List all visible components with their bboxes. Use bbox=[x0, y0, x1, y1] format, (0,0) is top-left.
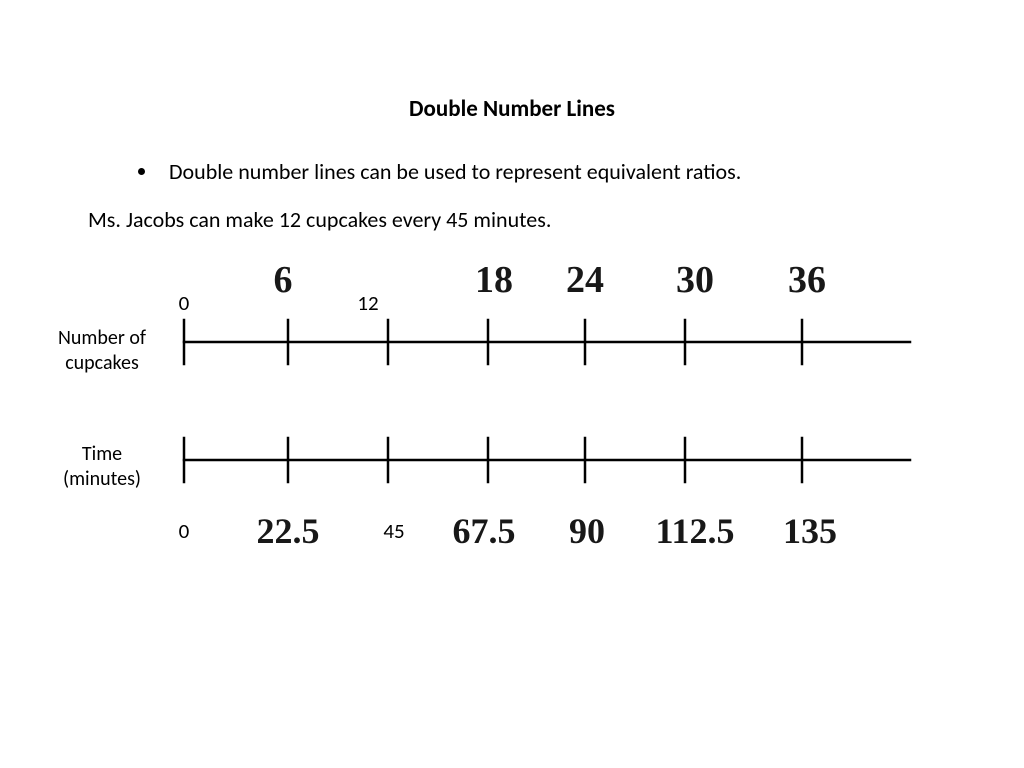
page-title: Double Number Lines bbox=[0, 95, 1024, 123]
handwritten-top-3: 18 bbox=[475, 258, 513, 302]
handwritten-top-4: 24 bbox=[566, 258, 604, 302]
handwritten-top-1: 6 bbox=[274, 258, 293, 302]
problem-statement: Ms. Jacobs can make 12 cupcakes every 45… bbox=[88, 206, 551, 233]
handwritten-bottom-5: 112.5 bbox=[655, 510, 734, 552]
handwritten-bottom-1: 22.5 bbox=[257, 510, 320, 552]
bullet-definition: Double number lines can be used to repre… bbox=[138, 158, 741, 185]
handwritten-top-5: 30 bbox=[676, 258, 714, 302]
printed-top-2: 12 bbox=[357, 290, 378, 316]
handwritten-bottom-4: 90 bbox=[569, 510, 605, 552]
handwritten-top-6: 36 bbox=[788, 258, 826, 302]
printed-bottom-2: 45 bbox=[383, 518, 404, 544]
double-number-line-diagram: Number ofcupcakes Time(minutes) 01204561… bbox=[40, 260, 990, 580]
bullet-text: Double number lines can be used to repre… bbox=[169, 158, 741, 185]
bullet-icon bbox=[138, 168, 145, 175]
handwritten-bottom-3: 67.5 bbox=[453, 510, 516, 552]
printed-bottom-0: 0 bbox=[179, 518, 190, 544]
printed-top-0: 0 bbox=[179, 290, 190, 316]
handwritten-bottom-6: 135 bbox=[783, 510, 837, 552]
